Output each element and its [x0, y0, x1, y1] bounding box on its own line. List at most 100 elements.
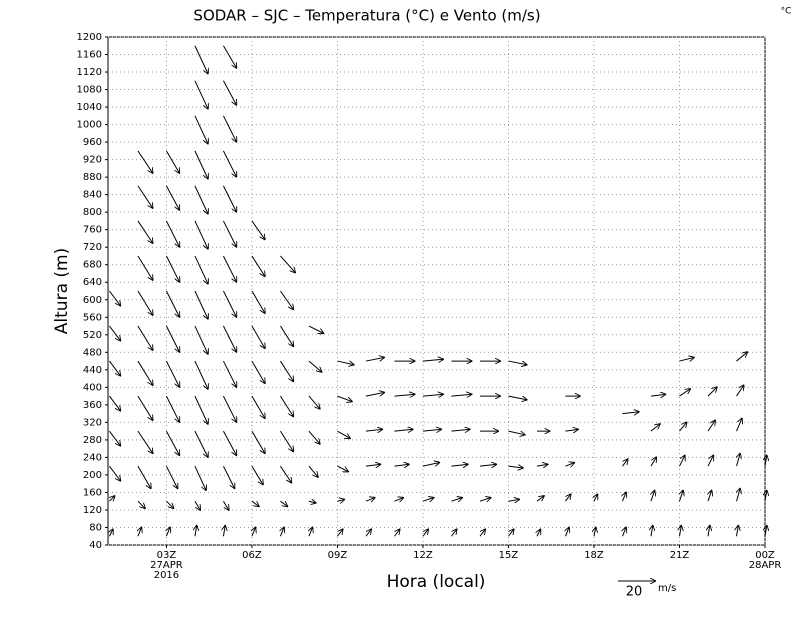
wind-arrow	[165, 290, 179, 318]
wind-arrow	[137, 430, 153, 454]
wind-arrow	[109, 360, 120, 376]
wind-arrow	[252, 527, 256, 537]
wind-arrow	[594, 494, 598, 502]
x-tick-label: 09Z	[328, 550, 348, 561]
wind-arrow	[165, 220, 179, 248]
wind-arrow	[451, 464, 468, 466]
wind-arrow	[280, 290, 293, 310]
wind-arrow	[422, 359, 444, 361]
x-tick-label: 00Z	[755, 550, 775, 561]
wind-arrow	[223, 525, 225, 537]
wind-arrow	[508, 499, 519, 501]
wind-arrow	[165, 430, 179, 456]
wind-arrow	[222, 185, 236, 213]
y-tick-label: 680	[83, 260, 102, 271]
wind-arrow	[222, 325, 236, 353]
y-tick-label: 720	[83, 242, 102, 253]
wind-arrow	[365, 392, 385, 397]
wind-arrow	[308, 501, 317, 503]
wind-arrow	[565, 462, 575, 466]
wind-arrow	[422, 497, 434, 501]
wind-arrow	[194, 80, 208, 110]
wind-arrow	[308, 325, 324, 334]
wind-arrow	[536, 496, 545, 502]
wind-arrow	[508, 529, 514, 537]
wind-arrow	[165, 395, 179, 423]
y-tick-label: 520	[83, 330, 102, 341]
wind-arrow	[679, 455, 685, 467]
wind-arrow	[194, 360, 208, 390]
wind-arrow	[422, 429, 442, 431]
y-tick-label: 160	[83, 487, 102, 498]
wind-arrow	[194, 395, 208, 425]
x-tick-label: 18Z	[584, 550, 604, 561]
y-tick-label: 1080	[77, 85, 102, 96]
x-tick-label: 15Z	[499, 550, 519, 561]
wind-arrow	[165, 465, 177, 489]
wind-arrow	[479, 464, 497, 466]
wind-arrow	[251, 290, 265, 314]
wind-arrow	[109, 430, 120, 446]
y-tick-label: 1200	[77, 32, 102, 43]
wind-arrow	[194, 115, 208, 145]
wind-arrow	[650, 424, 661, 432]
y-tick-label: 1160	[77, 50, 102, 61]
wind-arrow	[508, 395, 527, 400]
wind-arrow	[194, 325, 208, 355]
wind-arrow	[222, 430, 236, 456]
wind-arrow	[394, 497, 404, 501]
plot-frame	[107, 36, 766, 546]
wind-arrow	[251, 500, 260, 507]
wind-arrow	[708, 490, 712, 502]
wind-arrow	[337, 529, 343, 537]
wind-arrow	[280, 527, 284, 537]
wind-arrow	[194, 430, 208, 458]
reference-unit: m/s	[658, 583, 676, 594]
wind-arrow	[337, 499, 345, 501]
wind-arrow	[365, 529, 372, 537]
wind-arrow	[137, 325, 153, 351]
wind-arrow	[251, 255, 265, 277]
y-tick-label: 600	[83, 295, 102, 306]
wind-arrow	[594, 527, 596, 537]
wind-arrow	[651, 525, 653, 537]
chart-title: SODAR – SJC – Temperatura (°C) e Vento (…	[193, 7, 540, 25]
wind-arrow	[479, 497, 491, 501]
wind-arrow	[137, 150, 153, 174]
wind-arrow	[337, 395, 352, 402]
wind-arrow	[280, 500, 288, 507]
wind-arrow	[165, 255, 179, 283]
corner-label: °C	[781, 7, 792, 17]
wind-arrow	[736, 453, 740, 467]
wind-arrow	[280, 255, 295, 273]
wind-arrow	[251, 465, 263, 485]
wind-arrow	[479, 529, 486, 537]
wind-arrow	[394, 394, 415, 396]
wind-arrow	[736, 352, 747, 362]
wind-arrow	[109, 395, 120, 411]
y-tick-label: 400	[83, 382, 102, 393]
wind-arrow	[222, 255, 236, 283]
wind-arrow	[109, 529, 113, 537]
y-tick-label: 200	[83, 470, 102, 481]
wind-arrow	[451, 394, 472, 396]
wind-arrow	[109, 496, 115, 502]
wind-arrow	[736, 488, 740, 502]
wind-arrow	[308, 360, 322, 372]
wind-arrow	[707, 387, 718, 397]
wind-arrow	[565, 494, 571, 502]
y-tick-label: 800	[83, 207, 102, 218]
wind-arrow	[565, 527, 569, 537]
wind-arrow	[137, 465, 151, 489]
wind-arrow	[679, 389, 690, 397]
wind-arrow	[508, 430, 525, 435]
wind-arrow	[736, 525, 738, 537]
wind-arrow	[394, 429, 413, 431]
wind-arrow	[223, 500, 229, 511]
wind-arrow	[650, 457, 657, 467]
wind-arrow	[394, 529, 400, 537]
wind-arrow	[194, 465, 206, 491]
x-tick-date: 27APR	[150, 560, 183, 571]
wind-arrow	[708, 525, 710, 537]
wind-arrow	[194, 45, 208, 75]
